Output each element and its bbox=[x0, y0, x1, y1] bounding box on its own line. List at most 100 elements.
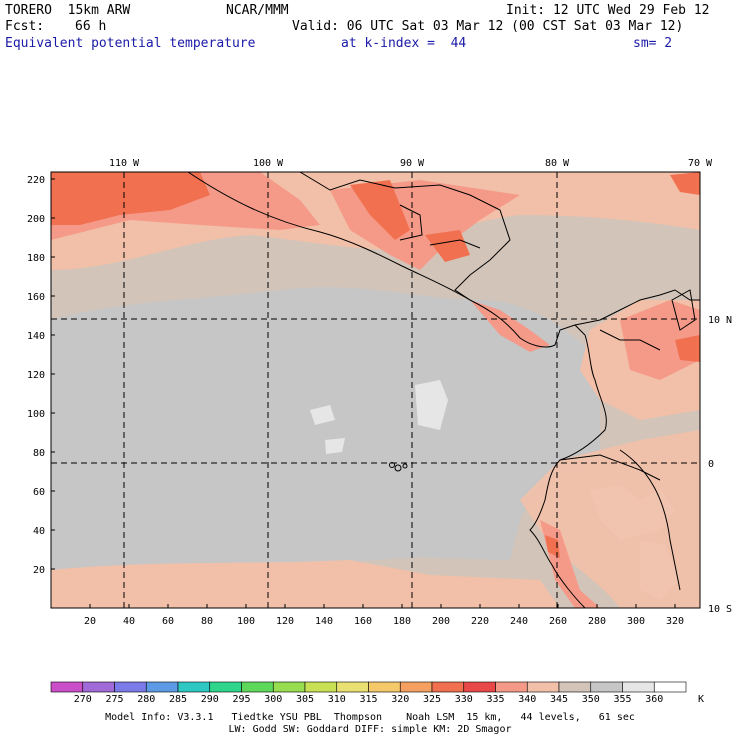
field-330k-3 bbox=[670, 172, 700, 195]
colorbar-swatch bbox=[622, 681, 655, 693]
colorbar-label: 295 bbox=[232, 694, 251, 705]
galapagos-3 bbox=[402, 463, 408, 469]
colorbar-swatch bbox=[82, 681, 115, 693]
x-tick-label: 60 bbox=[162, 616, 174, 627]
forecast-label: Fcst: bbox=[5, 19, 45, 34]
init-time: Init: 12 UTC Wed 29 Feb 12 bbox=[506, 3, 710, 18]
field-330k-4 bbox=[675, 335, 700, 362]
colorbar-label: 340 bbox=[518, 694, 537, 705]
colorbar-swatch bbox=[558, 681, 592, 693]
y-axis: 220 200 180 160 140 120 100 80 60 40 20 bbox=[27, 175, 55, 576]
y-tick-label: 140 bbox=[27, 331, 45, 342]
field-340k-andes bbox=[520, 430, 700, 608]
y-tick-label: 160 bbox=[27, 292, 45, 303]
colorbar-swatch bbox=[145, 681, 179, 693]
pacific-coast bbox=[187, 172, 607, 608]
y-tick-label: 200 bbox=[27, 214, 45, 225]
colombia-coast bbox=[574, 289, 700, 326]
colorbar-label: 345 bbox=[549, 694, 569, 705]
y-tick-label: 60 bbox=[33, 487, 45, 498]
level-info: at k-index = 44 bbox=[341, 36, 467, 51]
colorbar-swatch bbox=[272, 681, 306, 693]
field-330k-mexico bbox=[51, 172, 210, 225]
map-field bbox=[51, 172, 700, 608]
colorbar-label: 360 bbox=[645, 694, 664, 705]
forecast-hour: 66 h bbox=[75, 19, 107, 34]
organization: NCAR/MMM bbox=[226, 3, 289, 18]
x-tick-label: 280 bbox=[588, 616, 606, 627]
colorbar-swatch bbox=[526, 681, 560, 693]
field-340k-south bbox=[51, 560, 560, 608]
field-350k-west bbox=[60, 396, 180, 444]
colorbar-swatch bbox=[368, 681, 401, 693]
field-355k-1 bbox=[415, 380, 448, 430]
colorbar-label: 280 bbox=[137, 694, 156, 705]
lon-label: 110 W bbox=[109, 158, 140, 169]
y-tick-label: 180 bbox=[27, 253, 45, 264]
longitude-labels: 110 W 100 W 90 W 80 W 70 W bbox=[109, 158, 713, 169]
colorbar-swatch bbox=[463, 681, 496, 693]
colorbar-label: 320 bbox=[391, 694, 410, 705]
field-330k-2 bbox=[425, 230, 470, 262]
y-tick-label: 40 bbox=[33, 526, 45, 537]
colorbar-label: 350 bbox=[581, 694, 600, 705]
colorbar-label: 325 bbox=[422, 694, 442, 705]
y-tick-label: 120 bbox=[27, 370, 45, 381]
y-tick-label: 220 bbox=[27, 175, 45, 186]
x-tick-label: 160 bbox=[354, 616, 372, 627]
x-tick-label: 140 bbox=[315, 616, 333, 627]
lake-maracaibo bbox=[671, 289, 696, 331]
field-name: Equivalent potential temperature bbox=[5, 36, 256, 51]
valid-time: Valid: 06 UTC Sat 03 Mar 12 (00 CST Sat … bbox=[292, 19, 684, 34]
x-tick-label: 20 bbox=[84, 616, 96, 627]
colorbar-label: 355 bbox=[613, 694, 632, 705]
x-tick-label: 40 bbox=[123, 616, 135, 627]
lon-label: 70 W bbox=[688, 158, 713, 169]
border-guatemala bbox=[399, 204, 423, 241]
colorbar-label: 290 bbox=[200, 694, 219, 705]
colorbar bbox=[50, 681, 687, 693]
latitude-labels: 10 N 0 10 S bbox=[708, 315, 732, 615]
x-axis: 20 40 60 80 100 120 140 160 180 200 220 240 260 280 30… bbox=[84, 604, 684, 627]
colorbar-unit: K bbox=[697, 694, 705, 705]
field-330k-5 bbox=[545, 535, 560, 558]
smoothing-info: sm= 2 bbox=[633, 36, 673, 51]
colorbar-label: 275 bbox=[105, 694, 124, 705]
lon-label: 80 W bbox=[545, 158, 570, 169]
x-tick-label: 180 bbox=[393, 616, 411, 627]
x-tick-label: 200 bbox=[432, 616, 450, 627]
colorbar-swatch bbox=[304, 681, 338, 693]
field-330k-1 bbox=[350, 180, 410, 240]
colorbar-label: 300 bbox=[264, 694, 283, 705]
colorbar-swatch bbox=[399, 681, 433, 693]
border-peru bbox=[619, 449, 681, 591]
footer-line-1: Model Info: V3.3.1 Tiedtke YSU PBL Thomp… bbox=[105, 712, 635, 723]
galapagos-2 bbox=[394, 464, 402, 472]
colorbar-label: 315 bbox=[359, 694, 378, 705]
field-355k-3 bbox=[325, 438, 345, 454]
field-355k-2 bbox=[310, 405, 335, 425]
map-frame bbox=[50, 171, 701, 609]
caribbean-coast bbox=[299, 172, 511, 301]
colorbar-swatch bbox=[114, 681, 147, 693]
colorbar-label: 335 bbox=[486, 694, 505, 705]
x-tick-label: 320 bbox=[666, 616, 684, 627]
colorbar-swatch bbox=[209, 681, 242, 693]
model-name: TORERO 15km ARW bbox=[5, 3, 131, 18]
x-tick-label: 220 bbox=[471, 616, 489, 627]
y-tick-label: 100 bbox=[27, 409, 45, 420]
border-ecuador bbox=[559, 454, 661, 481]
colorbar-swatch bbox=[431, 681, 465, 693]
x-tick-label: 260 bbox=[549, 616, 567, 627]
colorbar-swatch bbox=[495, 681, 528, 693]
y-tick-label: 20 bbox=[33, 565, 45, 576]
colorbar-swatch bbox=[50, 681, 84, 693]
border-honduras bbox=[429, 239, 481, 249]
colorbar-swatch bbox=[241, 681, 274, 693]
x-tick-label: 80 bbox=[201, 616, 213, 627]
field-350k bbox=[51, 287, 600, 580]
colorbar-label: 285 bbox=[168, 694, 188, 705]
colorbar-label: 310 bbox=[327, 694, 346, 705]
coastlines bbox=[187, 172, 700, 608]
